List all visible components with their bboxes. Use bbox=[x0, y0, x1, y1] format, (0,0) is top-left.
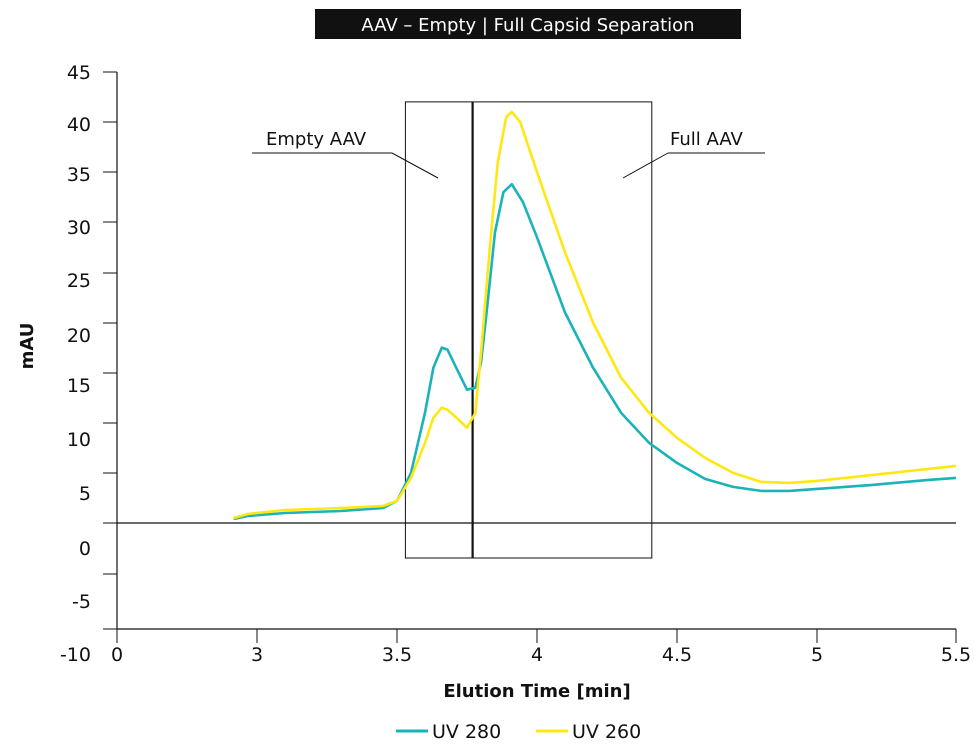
series-layer bbox=[233, 110, 957, 521]
y-tick-label: -10 bbox=[60, 644, 91, 666]
title-background bbox=[315, 9, 741, 39]
y-tick-label: 10 bbox=[67, 429, 91, 451]
fraction-box bbox=[404, 101, 653, 559]
y-axis-title: mAU bbox=[17, 323, 38, 370]
legend: UV 280 UV 260 bbox=[396, 721, 641, 743]
x-tick-label: 3.5 bbox=[382, 644, 412, 666]
chart-title: AAV – Empty | Full Capsid Separation bbox=[361, 15, 694, 36]
x-tick-label: 0 bbox=[111, 644, 123, 666]
legend-label-uv260: UV 260 bbox=[572, 721, 641, 743]
x-tick-labels: 0 3 3.5 4 4.5 5 5.5 bbox=[111, 644, 971, 666]
series-line-uv280 bbox=[233, 182, 957, 521]
y-tick-label: 20 bbox=[67, 325, 91, 347]
y-tick-label: 30 bbox=[67, 217, 91, 239]
x-tick-label: 5.5 bbox=[941, 644, 971, 666]
y-tick-labels: 45 40 35 30 25 20 15 10 5 0 -5 -10 bbox=[60, 62, 91, 666]
x-tick-label: 3 bbox=[251, 644, 263, 666]
full-aav-leader bbox=[622, 152, 669, 179]
y-ticks bbox=[103, 71, 117, 630]
x-tick-label: 4.5 bbox=[662, 644, 692, 666]
legend-label-uv280: UV 280 bbox=[432, 721, 501, 743]
y-tick-label: 5 bbox=[79, 483, 91, 505]
x-tick-label: 5 bbox=[811, 644, 823, 666]
full-aav-label: Full AAV bbox=[670, 129, 743, 150]
y-tick-label: 25 bbox=[67, 270, 91, 292]
y-tick-label: -5 bbox=[72, 591, 91, 613]
y-tick-label: 45 bbox=[67, 62, 91, 84]
x-tick-label: 4 bbox=[531, 644, 543, 666]
series-line-uv260 bbox=[233, 110, 957, 520]
x-axis-title: Elution Time [min] bbox=[443, 681, 630, 702]
y-tick-label: 35 bbox=[67, 164, 91, 186]
y-tick-label: 15 bbox=[67, 375, 91, 397]
x-ticks bbox=[116, 629, 957, 643]
empty-aav-label: Empty AAV bbox=[266, 129, 367, 150]
y-tick-label: 0 bbox=[79, 538, 91, 560]
empty-aav-leader bbox=[391, 152, 439, 179]
y-tick-label: 40 bbox=[67, 114, 91, 136]
